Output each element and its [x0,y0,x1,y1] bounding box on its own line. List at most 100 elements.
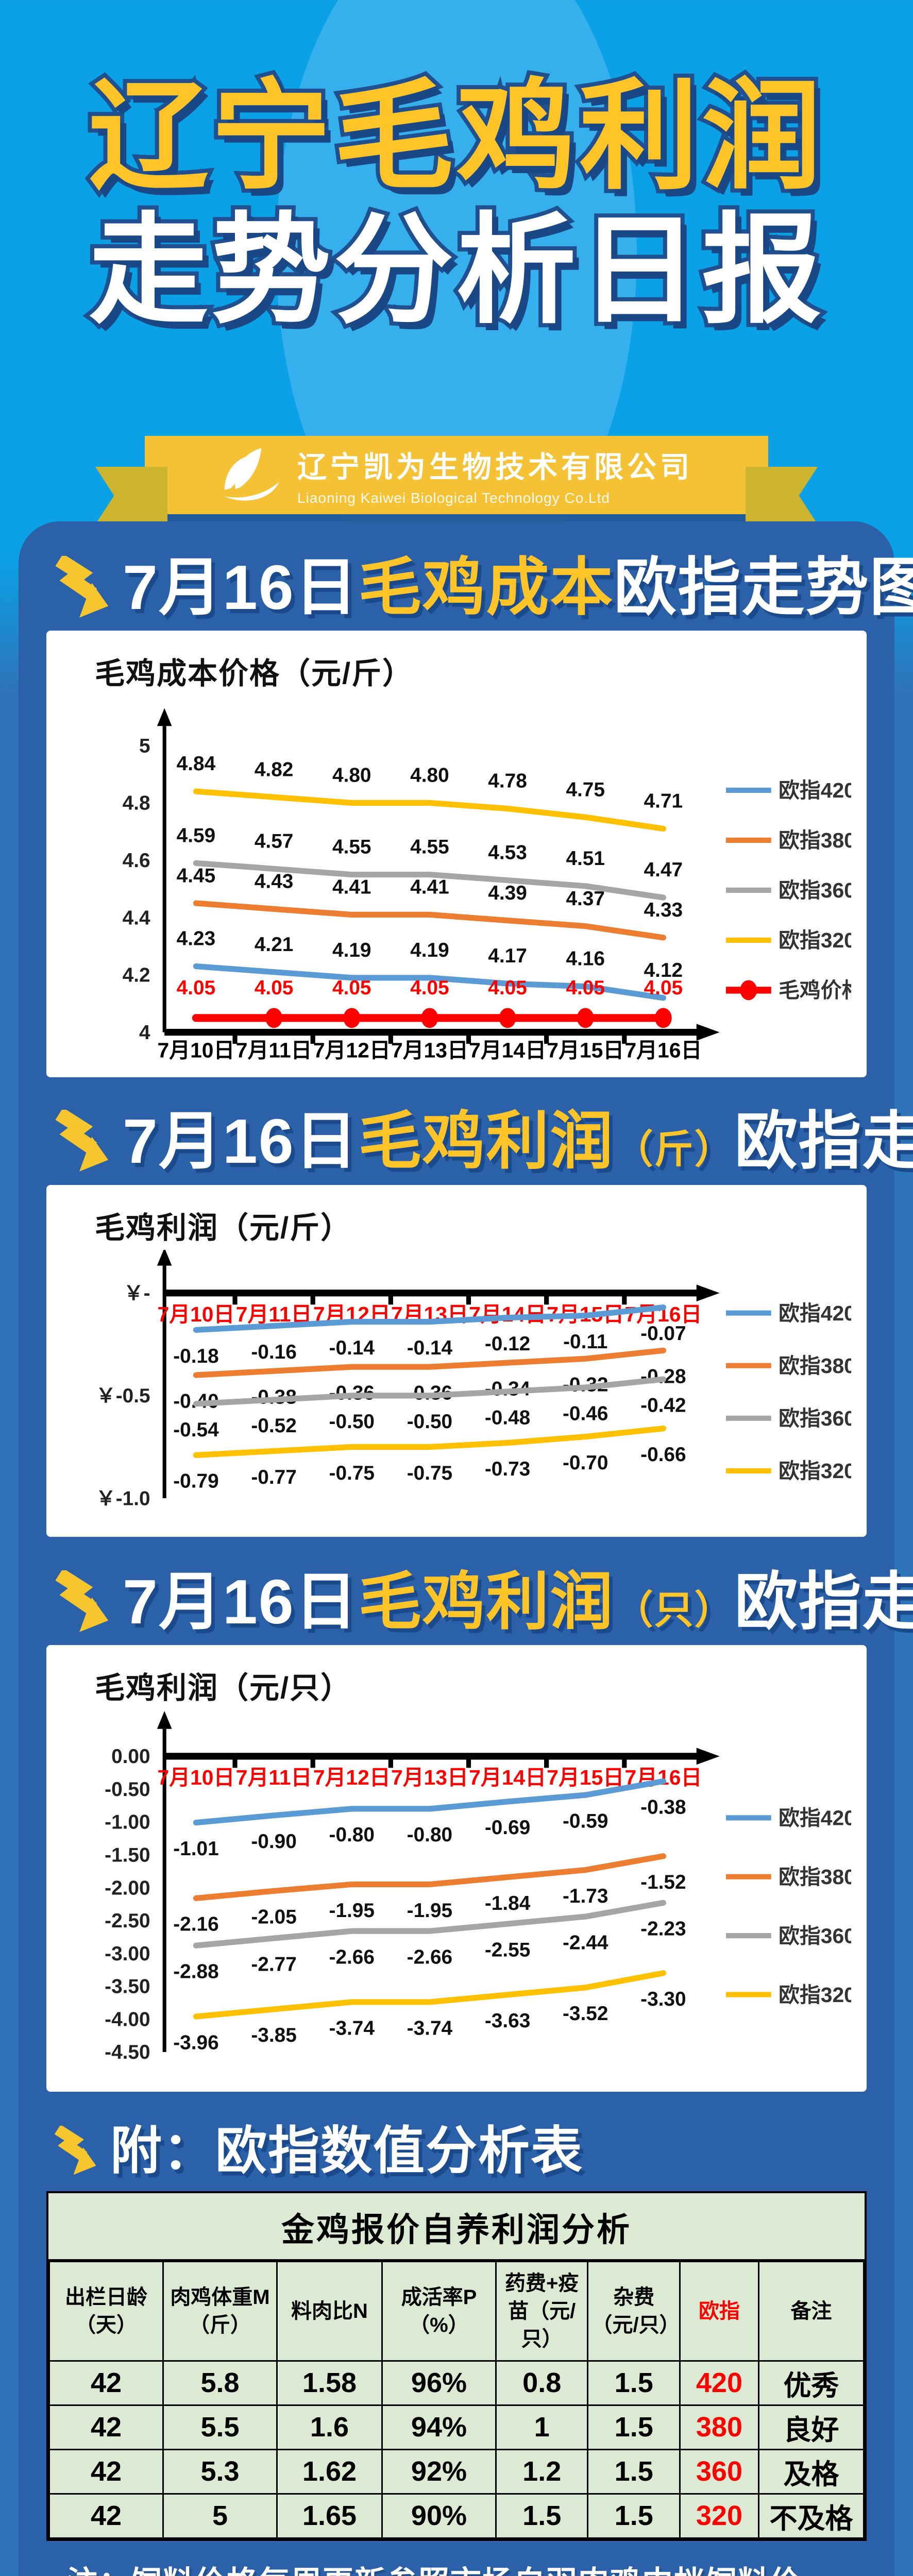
profit-per-bird-chart-title: 毛鸡利润（元/只） [95,1671,352,1705]
table-cell: 1.65 [276,2493,383,2539]
table-cell: 0.8 [495,2360,589,2406]
svg-text:-0.90: -0.90 [251,1831,296,1853]
svg-text:4.12: 4.12 [644,959,683,981]
svg-text:7月14日: 7月14日 [469,1039,546,1062]
cost-chart: 5 4.8 4.6 4.4 4.2 4 7月10日 7月11日 7月12日 7月13日 7月14日 7… [62,696,851,1064]
table-row: 42 5.3 1.62 92% 1.2 1.5 360 及格 [48,2448,865,2495]
profit-per-jin-chart-title: 毛鸡利润（元/斤） [95,1211,352,1245]
svg-text:￥-: ￥- [124,1282,150,1304]
section-title-text: 7月16日毛鸡利润（斤）欧指走势图 [123,1105,913,1177]
svg-text:欧指360: 欧指360 [779,878,851,902]
svg-text:7月15日: 7月15日 [547,1039,624,1062]
svg-text:-3.63: -3.63 [485,2010,530,2032]
cost-chart-card: 毛鸡成本价格（元/斤） 5 4.8 4.6 4.4 4.2 4 7月10日 7月11日 7月12… [46,631,867,1078]
svg-text:-2.16: -2.16 [173,1913,218,1936]
section-title-text: 7月16日毛鸡利润（只）欧指走势图 [123,1566,913,1638]
svg-text:7月14日: 7月14日 [469,1766,546,1789]
svg-text:-2.05: -2.05 [251,1906,296,1928]
table-cell: 5 [162,2493,278,2539]
table-cell: 360 [679,2448,759,2495]
table-cell: 1.5 [587,2404,681,2450]
table-cell: 5.8 [162,2360,278,2406]
svg-text:欧指320: 欧指320 [779,929,851,953]
svg-text:-0.38: -0.38 [640,1797,686,1819]
title-prefix: 7月16日 [123,1106,359,1177]
svg-text:7月12日: 7月12日 [313,1766,391,1789]
table-cell: 94% [381,2404,497,2450]
svg-text:-0.14: -0.14 [329,1336,375,1359]
title-paren: （只） [614,1588,735,1632]
svg-text:-0.59: -0.59 [563,1810,608,1832]
svg-text:4.43: 4.43 [255,871,294,893]
svg-text:4.45: 4.45 [177,865,216,887]
svg-text:-0.79: -0.79 [173,1470,218,1492]
svg-text:-1.95: -1.95 [329,1900,375,1922]
svg-text:4.41: 4.41 [410,876,449,899]
svg-text:-0.50: -0.50 [105,1778,150,1801]
chart-svg: 0.00 -0.50 -1.00 -1.50 -2.00 -2.50 -3.00 -3.50 -… [105,1710,851,2063]
svg-text:4.19: 4.19 [332,939,371,961]
table-cell: 92% [381,2448,497,2495]
svg-text:-3.50: -3.50 [105,1975,150,1997]
arrow-down-right-icon [55,1570,109,1632]
table-row: 42 5.5 1.6 94% 1 1.5 380 良好 [48,2404,865,2450]
svg-text:-2.66: -2.66 [329,1946,375,1968]
svg-text:-1.50: -1.50 [105,1844,150,1866]
svg-text:-2.55: -2.55 [485,1939,530,1961]
svg-text:-0.77: -0.77 [251,1466,296,1488]
svg-text:-1.01: -1.01 [173,1838,218,1860]
svg-text:-3.30: -3.30 [640,1988,686,2010]
title-highlight: 毛鸡利润 [358,1106,614,1177]
svg-text:-2.66: -2.66 [407,1946,452,1968]
table-cell: 1.5 [495,2493,589,2539]
svg-text:-0.07: -0.07 [640,1322,686,1344]
svg-text:4.47: 4.47 [644,859,683,882]
svg-text:欧指380: 欧指380 [779,828,851,852]
svg-text:4: 4 [139,1022,150,1044]
profit-per-jin-chart: ￥- ￥-0.5 ￥-1.0 7月10日 7月11日 7月12日 7月13日 7月14日 7月1… [62,1249,851,1523]
svg-text:-0.18: -0.18 [173,1345,218,1367]
section-title-profit-jin: 7月16日毛鸡利润（斤）欧指走势图 [52,1105,913,1177]
svg-text:4.82: 4.82 [255,759,294,781]
svg-text:4.80: 4.80 [410,765,449,787]
svg-text:7月16日: 7月16日 [624,1039,702,1062]
table-cell: 不及格 [757,2493,865,2539]
table-row: 42 5 1.65 90% 1.5 1.5 320 不及格 [48,2493,865,2539]
svg-text:-0.14: -0.14 [407,1336,453,1359]
svg-text:-4.00: -4.00 [105,2008,150,2030]
table-cell: 1.5 [587,2493,681,2539]
table-cell: 42 [48,2493,164,2539]
svg-text:欧指420: 欧指420 [779,1301,851,1325]
svg-text:-0.54: -0.54 [173,1419,219,1441]
svg-text:-0.52: -0.52 [251,1415,296,1437]
table-cell: 380 [679,2404,759,2450]
table-cell: 96% [381,2360,497,2406]
svg-text:-0.42: -0.42 [640,1394,686,1416]
profit-per-bird-chart: 0.00 -0.50 -1.00 -1.50 -2.00 -2.50 -3.00 -3.50 -… [62,1710,851,2078]
table-header-cell: 药费+疫苗（元/只） [495,2260,589,2362]
svg-text:-3.74: -3.74 [407,2017,453,2039]
svg-text:7月10日: 7月10日 [158,1302,235,1326]
svg-text:-0.75: -0.75 [329,1462,375,1484]
arrow-down-right-icon [54,2126,96,2175]
svg-text:4.71: 4.71 [644,790,683,812]
title-suffix: 欧指走势图 [614,552,913,622]
svg-text:4.2: 4.2 [123,964,150,987]
svg-text:-0.50: -0.50 [329,1411,375,1433]
content-panel: 7月16日毛鸡成本欧指走势图 毛鸡成本价格（元/斤） 5 4.8 4.6 4.4 4.2… [19,521,913,2576]
table-cell: 320 [679,2493,759,2539]
section-title-table: 附：欧指数值分析表 [52,2122,871,2181]
title-highlight: 毛鸡成本 [358,552,614,622]
svg-text:毛鸡价格: 毛鸡价格 [779,979,851,1003]
svg-text:-0.73: -0.73 [485,1458,530,1480]
svg-text:7月10日: 7月10日 [158,1766,235,1789]
table-cell: 42 [48,2360,164,2406]
table-header-cell: 备注 [757,2260,865,2362]
svg-text:4.78: 4.78 [488,770,527,792]
table-header-cell: 杂费（元/只） [587,2260,681,2362]
svg-text:4.05: 4.05 [488,977,527,999]
svg-text:4.84: 4.84 [177,753,216,775]
analysis-table-card: 金鸡报价自养利润分析 出栏日龄（天） 肉鸡体重M（斤） 料肉比N 成活率P（%） 药费+… [46,2191,867,2541]
analysis-table: 出栏日龄（天） 肉鸡体重M（斤） 料肉比N 成活率P（%） 药费+疫苗（元/只） 杂费（元… [48,2260,865,2539]
